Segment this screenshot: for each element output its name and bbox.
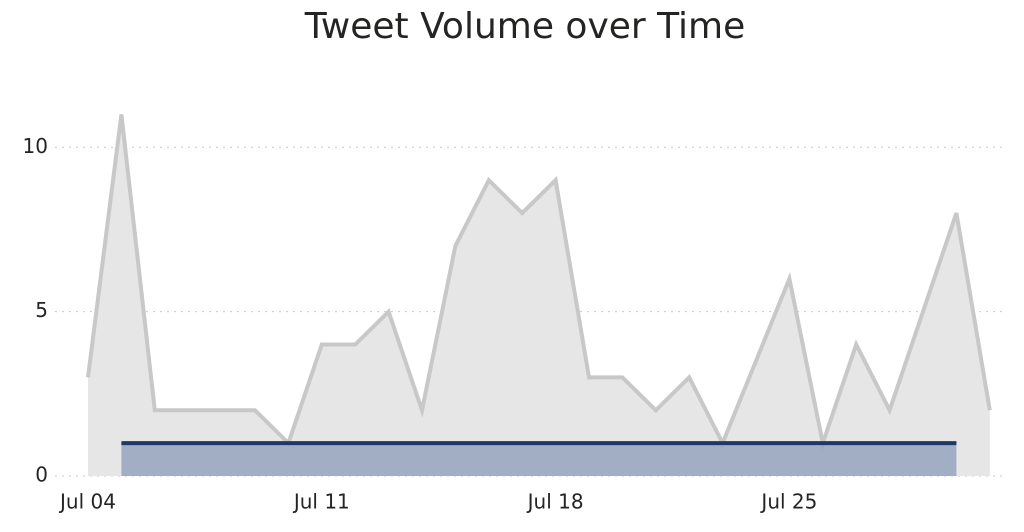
y-tick-label: 0 (35, 463, 48, 487)
area (88, 114, 990, 476)
x-tick-label: Jul 04 (58, 490, 116, 514)
line (86, 114, 992, 451)
chart-title: Tweet Volume over Time (304, 6, 746, 47)
y-tick-label: 10 (23, 134, 48, 158)
y-tick-label: 5 (35, 298, 48, 322)
x-tick-label: Jul 25 (759, 490, 817, 514)
x-tick-label: Jul 11 (292, 490, 350, 514)
area (121, 443, 957, 476)
x-tick-label: Jul 18 (526, 490, 584, 514)
